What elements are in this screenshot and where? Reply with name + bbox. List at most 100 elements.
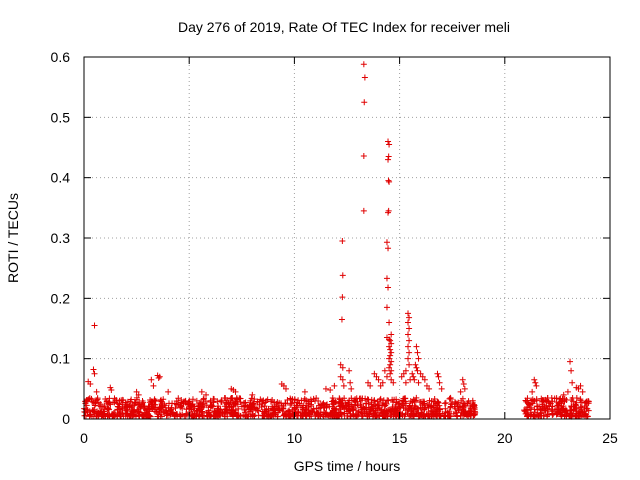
data-point: [577, 382, 584, 389]
data-point: [360, 61, 367, 68]
data-point-band: [259, 412, 266, 419]
data-point-band: [279, 408, 286, 415]
data-point: [435, 373, 442, 380]
data-point: [346, 367, 353, 374]
data-point-band: [397, 409, 404, 416]
data-point-band: [218, 398, 225, 405]
data-point-band: [94, 410, 101, 417]
data-point-band: [413, 397, 420, 404]
data-point-band: [431, 395, 438, 402]
data-point-band: [157, 405, 164, 412]
data-point-band: [282, 412, 289, 419]
y-tick-label: 0.3: [51, 230, 71, 246]
data-point-band: [263, 398, 270, 405]
data-point: [405, 343, 412, 350]
data-point-band: [286, 408, 293, 415]
data-point: [405, 310, 412, 317]
data-point-band: [295, 408, 302, 415]
data-point-band: [395, 413, 402, 420]
data-point-band: [183, 410, 190, 417]
data-point: [390, 379, 397, 386]
data-point-band: [129, 401, 136, 408]
data-point-band: [287, 401, 294, 408]
x-tick-label: 20: [497, 430, 513, 446]
data-point-band: [119, 405, 126, 412]
data-point: [406, 325, 413, 332]
data-point-band: [89, 398, 96, 405]
data-point-band: [357, 401, 364, 408]
data-point-band: [206, 409, 213, 416]
data-point-band: [250, 400, 257, 407]
data-point-band: [577, 403, 584, 410]
data-point: [406, 361, 413, 368]
data-point-band: [195, 403, 202, 410]
data-point-band: [533, 397, 540, 404]
data-point-band: [100, 408, 107, 415]
data-point-band: [229, 411, 236, 418]
data-point: [426, 385, 433, 392]
data-point-band: [408, 413, 415, 420]
data-point: [165, 388, 172, 395]
plot-frame: [83, 56, 611, 420]
data-point-band: [82, 398, 89, 405]
data-point-band: [85, 396, 92, 403]
data-point-band: [322, 410, 329, 417]
data-point-band: [274, 409, 281, 416]
data-point-band: [364, 396, 371, 403]
data-point: [361, 74, 368, 81]
data-point-band: [261, 403, 268, 410]
data-point: [93, 388, 100, 395]
data-point-band: [267, 398, 274, 405]
data-point-band: [551, 395, 558, 402]
data-point-band: [136, 401, 143, 408]
data-point-band: [406, 402, 413, 409]
data-point-band: [341, 395, 348, 402]
data-point-band: [221, 403, 228, 410]
data-point-band: [358, 413, 365, 420]
data-point-band: [127, 398, 134, 405]
data-point-band: [254, 407, 261, 414]
data-point-band: [385, 397, 392, 404]
data-point-band: [577, 409, 584, 416]
data-point-band: [294, 410, 301, 417]
data-point: [560, 391, 567, 398]
data-point-band: [548, 395, 555, 402]
data-point: [387, 370, 394, 377]
data-point-band: [177, 412, 184, 419]
data-point: [360, 207, 367, 214]
data-point: [327, 387, 334, 394]
data-point: [108, 387, 115, 394]
data-point-band: [451, 398, 458, 405]
data-point: [423, 382, 430, 389]
data-point-band: [577, 397, 584, 404]
data-point-band: [535, 412, 542, 419]
data-point-band: [540, 412, 547, 419]
data-point-band: [555, 408, 562, 415]
data-point-band: [238, 403, 245, 410]
data-point-band: [376, 402, 383, 409]
data-point: [388, 349, 395, 356]
data-point-band: [374, 406, 381, 413]
data-point-band: [114, 412, 121, 419]
data-point-band: [399, 401, 406, 408]
data-point-band: [441, 412, 448, 419]
data-point: [413, 364, 420, 371]
data-point-band: [270, 411, 277, 418]
data-point-band: [573, 394, 580, 401]
data-point: [386, 343, 393, 350]
data-point: [387, 352, 394, 359]
data-point-band: [237, 395, 244, 402]
data-point: [383, 373, 390, 380]
data-point-band: [228, 406, 235, 413]
data-point: [90, 366, 97, 373]
data-point-band: [377, 395, 384, 402]
data-point-band: [571, 406, 578, 413]
data-point-band: [132, 410, 139, 417]
data-point-band: [367, 408, 374, 415]
data-point-band: [382, 409, 389, 416]
data-point-band: [232, 397, 239, 404]
data-point: [301, 388, 308, 395]
data-point-band: [418, 398, 425, 405]
data-point-band: [531, 406, 538, 413]
data-point-band: [324, 401, 331, 408]
